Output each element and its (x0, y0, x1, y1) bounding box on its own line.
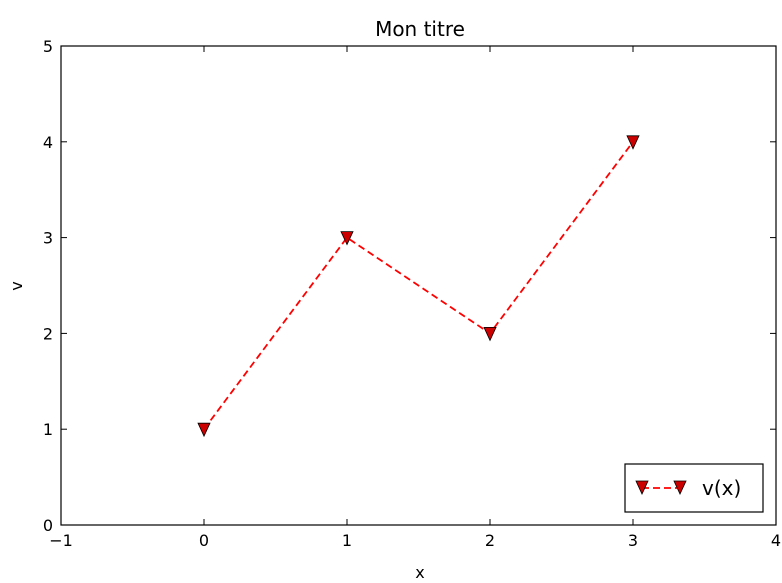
y-tick-label: 5 (43, 37, 53, 56)
x-tick-label: 0 (199, 531, 209, 550)
series-line (203, 141, 634, 430)
legend: v(x) (624, 463, 764, 513)
data-point-marker (626, 135, 640, 150)
data-point-marker (340, 231, 354, 246)
x-tick-label: 2 (485, 531, 495, 550)
x-axis-label: x (415, 563, 424, 582)
legend-marker-icon (673, 480, 687, 495)
y-tick-label: 0 (43, 516, 53, 535)
y-axis-label: v (7, 281, 26, 290)
y-tick-label: 1 (43, 420, 53, 439)
x-tick-label: 3 (628, 531, 638, 550)
legend-label: v(x) (702, 476, 741, 500)
x-tick-label: −1 (49, 531, 73, 550)
x-tick-label: 1 (342, 531, 352, 550)
data-point-marker (483, 327, 497, 342)
y-tick-label: 4 (43, 133, 53, 152)
y-tick-label: 2 (43, 324, 53, 343)
chart-title: Mon titre (375, 17, 465, 41)
legend-marker-icon (635, 480, 649, 495)
series-layer (197, 135, 640, 438)
y-tick-label: 3 (43, 229, 53, 248)
data-point-marker (197, 422, 211, 438)
x-tick-label: 4 (771, 531, 781, 550)
